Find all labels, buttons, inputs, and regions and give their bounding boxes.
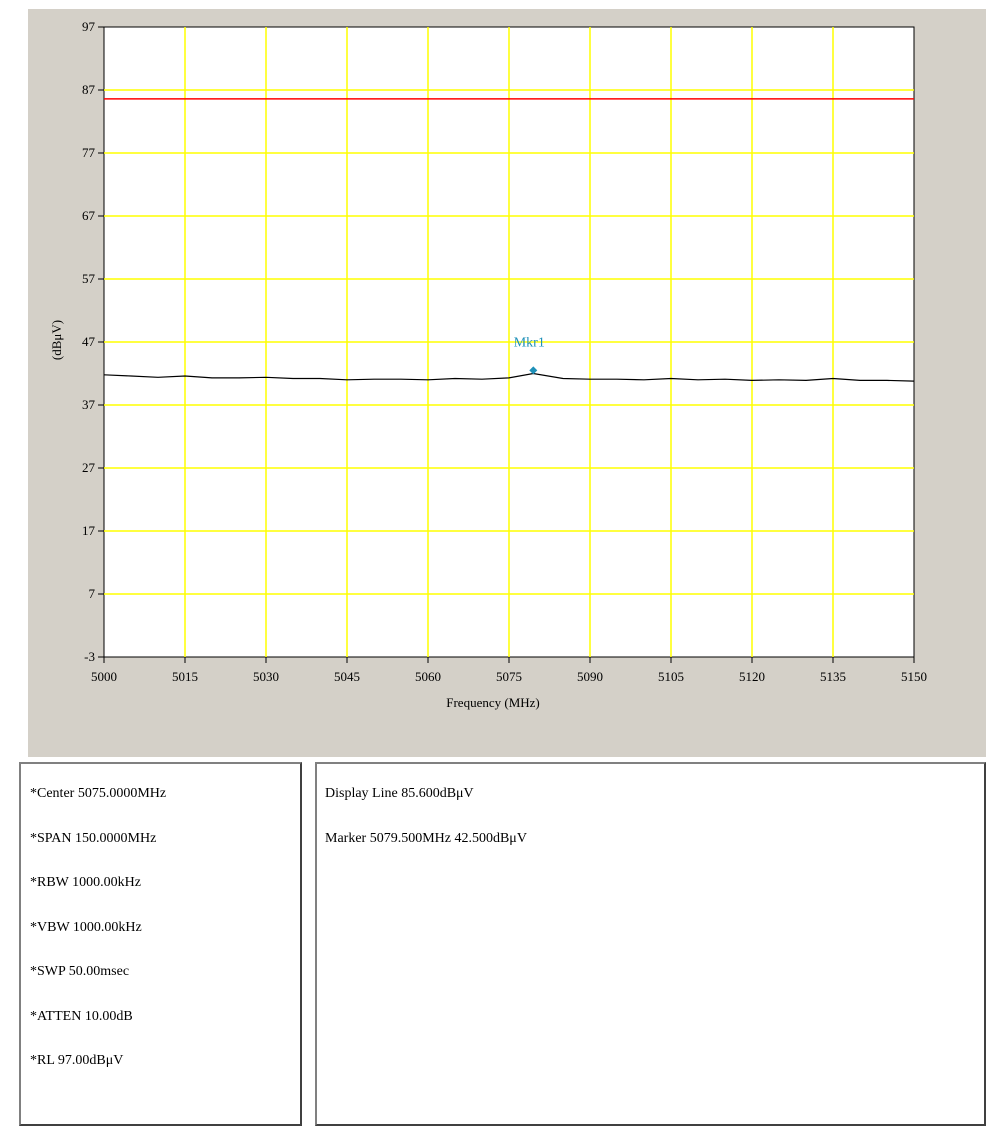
trace-series [103, 372, 915, 382]
x-tick-label: 5045 [334, 669, 360, 684]
y-axis-title: (dBμV) [49, 320, 64, 360]
x-tick-label: 5015 [172, 669, 198, 684]
y-tick-label: 77 [82, 145, 96, 160]
readout-panel: Display Line 85.600dBμV Marker 5079.500MH… [315, 762, 986, 1126]
readout-line: Marker 5079.500MHz 42.500dBμV [325, 830, 527, 846]
setting-line: *VBW 1000.00kHz [30, 919, 142, 935]
x-tick-label: 5120 [739, 669, 765, 684]
x-axis-title: Frequency (MHz) [446, 695, 540, 710]
x-tick-label: 5030 [253, 669, 279, 684]
y-tick-label: 17 [82, 523, 96, 538]
setting-line: *SPAN 150.0000MHz [30, 830, 157, 846]
marker-label: Mkr1 [514, 335, 545, 350]
y-tick-label: 47 [82, 334, 96, 349]
setting-line: *SWP 50.00msec [30, 964, 130, 979]
x-tick-label: 5060 [415, 669, 441, 684]
axes: 5000 5015 5030 5045 5060 5075 5090 5105 5120 5135… [82, 19, 927, 684]
y-tick-label: 67 [82, 208, 96, 223]
setting-line: *RBW 1000.00kHz [30, 875, 141, 890]
x-tick-label: 5150 [901, 669, 927, 684]
setting-line: *ATTEN 10.00dB [30, 1008, 133, 1024]
spectrum-chart: 5000 5015 5030 5045 5060 5075 5090 5105 5120 5135… [49, 19, 927, 710]
y-tick-label: 27 [82, 460, 96, 475]
x-tick-label: 5075 [496, 669, 522, 684]
x-tick-label: 5135 [820, 669, 846, 684]
x-tick-label: 5090 [577, 669, 603, 684]
settings-panel: *Center 5075.0000MHz *SPAN 150.0000MHz *RB… [19, 762, 302, 1126]
y-tick-label: -3 [84, 649, 95, 664]
setting-line: *Center 5075.0000MHz [30, 786, 167, 801]
y-tick-label: 37 [82, 397, 96, 412]
x-tick-label: 5000 [91, 669, 117, 684]
y-tick-label: 97 [82, 19, 96, 34]
y-tick-label: 7 [89, 586, 96, 601]
grid [104, 27, 914, 657]
x-tick-label: 5105 [658, 669, 684, 684]
chart-panel: 5000 5015 5030 5045 5060 5075 5090 5105 5120 5135… [27, 8, 986, 757]
setting-line: *RL 97.00dBμV [30, 1053, 124, 1068]
marker-point [529, 366, 538, 375]
y-tick-label: 87 [82, 82, 96, 97]
readout-line: Display Line 85.600dBμV [325, 786, 474, 801]
y-tick-label: 57 [82, 271, 96, 286]
traces: Mkr1 [103, 98, 915, 382]
